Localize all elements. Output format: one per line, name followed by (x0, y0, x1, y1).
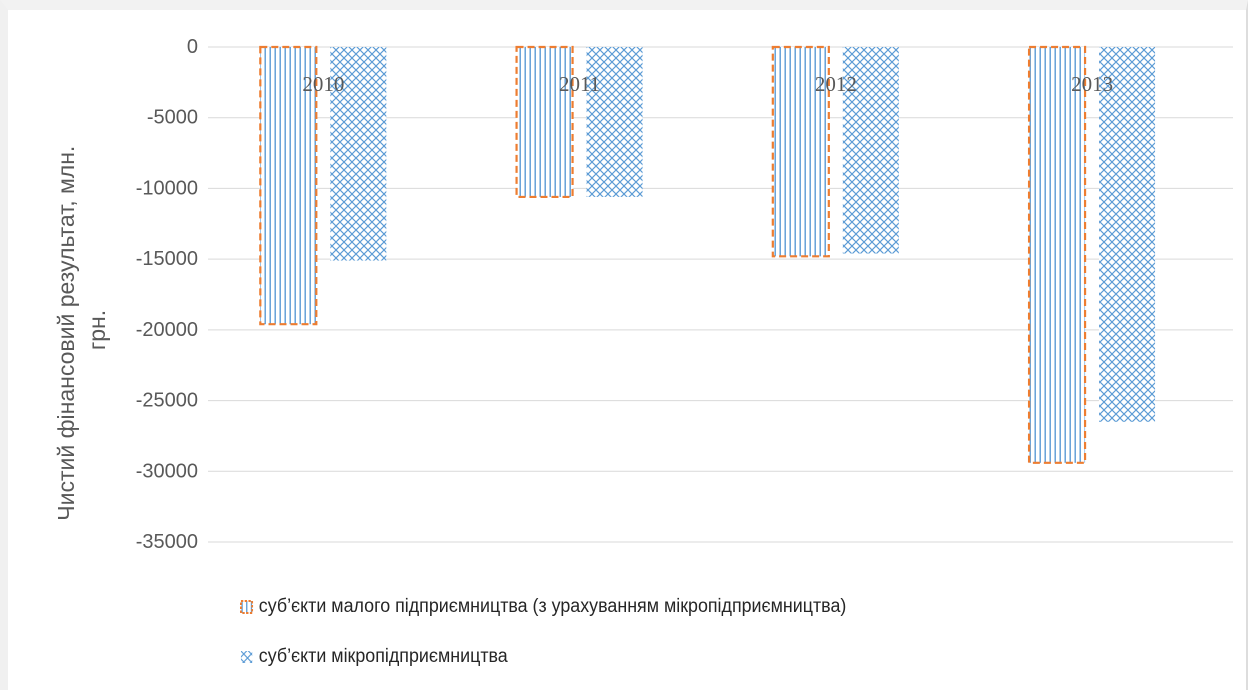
y-tick-label-1: -5000 (147, 107, 198, 129)
legend-swatch-micro-business (240, 651, 253, 663)
bar-chart: 0 -5000 -10000 -15000 -20000 -25000 -30000 -350… (53, 36, 1233, 553)
category-label-2010: 2010 (302, 72, 344, 96)
bars (259, 45, 1156, 464)
bar-series-0-2012 (771, 45, 830, 258)
bar-series-1-2011 (586, 47, 643, 197)
category-labels: 2010 2011 2012 2013 (302, 72, 1113, 96)
y-axis-label: Чистий фінансовий результат, млн. грн. (53, 139, 110, 520)
y-axis-label-line-1: Чистий фінансовий результат, млн. (53, 146, 79, 521)
bar-series-0-2011 (515, 45, 574, 199)
category-label-2013: 2013 (1071, 72, 1113, 96)
legend: суб’єкти малого підприємництва (з урахув… (240, 592, 1086, 672)
category-label-2012: 2012 (815, 72, 857, 96)
bar-series-0-2010 (259, 45, 318, 326)
y-tick-label-6: -30000 (136, 460, 198, 482)
legend-swatch-small-business (240, 600, 254, 614)
legend-label-micro-business: суб’єкти мікропідприємництва (258, 646, 508, 667)
legend-item-small-business: суб’єкти малого підприємництва (з урахув… (240, 592, 1086, 622)
bar-series-1-2013 (1099, 47, 1156, 422)
y-axis-ticks: 0 -5000 -10000 -15000 -20000 -25000 -30000 -350… (136, 36, 198, 553)
y-axis-label-line-2: грн. (84, 310, 110, 350)
y-tick-label-3: -15000 (136, 248, 198, 270)
legend-item-micro-business: суб’єкти мікропідприємництва (240, 642, 1086, 672)
y-tick-label-4: -20000 (136, 319, 198, 341)
legend-label-small-business: суб’єкти малого підприємництва (з урахув… (258, 596, 847, 617)
category-label-2011: 2011 (559, 72, 600, 96)
bar-series-0-2013 (1027, 45, 1087, 464)
bar-series-1-2010 (330, 47, 387, 261)
y-tick-label-7: -35000 (136, 531, 198, 553)
y-tick-label-5: -25000 (136, 390, 198, 412)
y-tick-label-2: -10000 (136, 177, 198, 199)
y-tick-label-0: 0 (187, 36, 198, 58)
bar-series-1-2012 (842, 47, 899, 254)
